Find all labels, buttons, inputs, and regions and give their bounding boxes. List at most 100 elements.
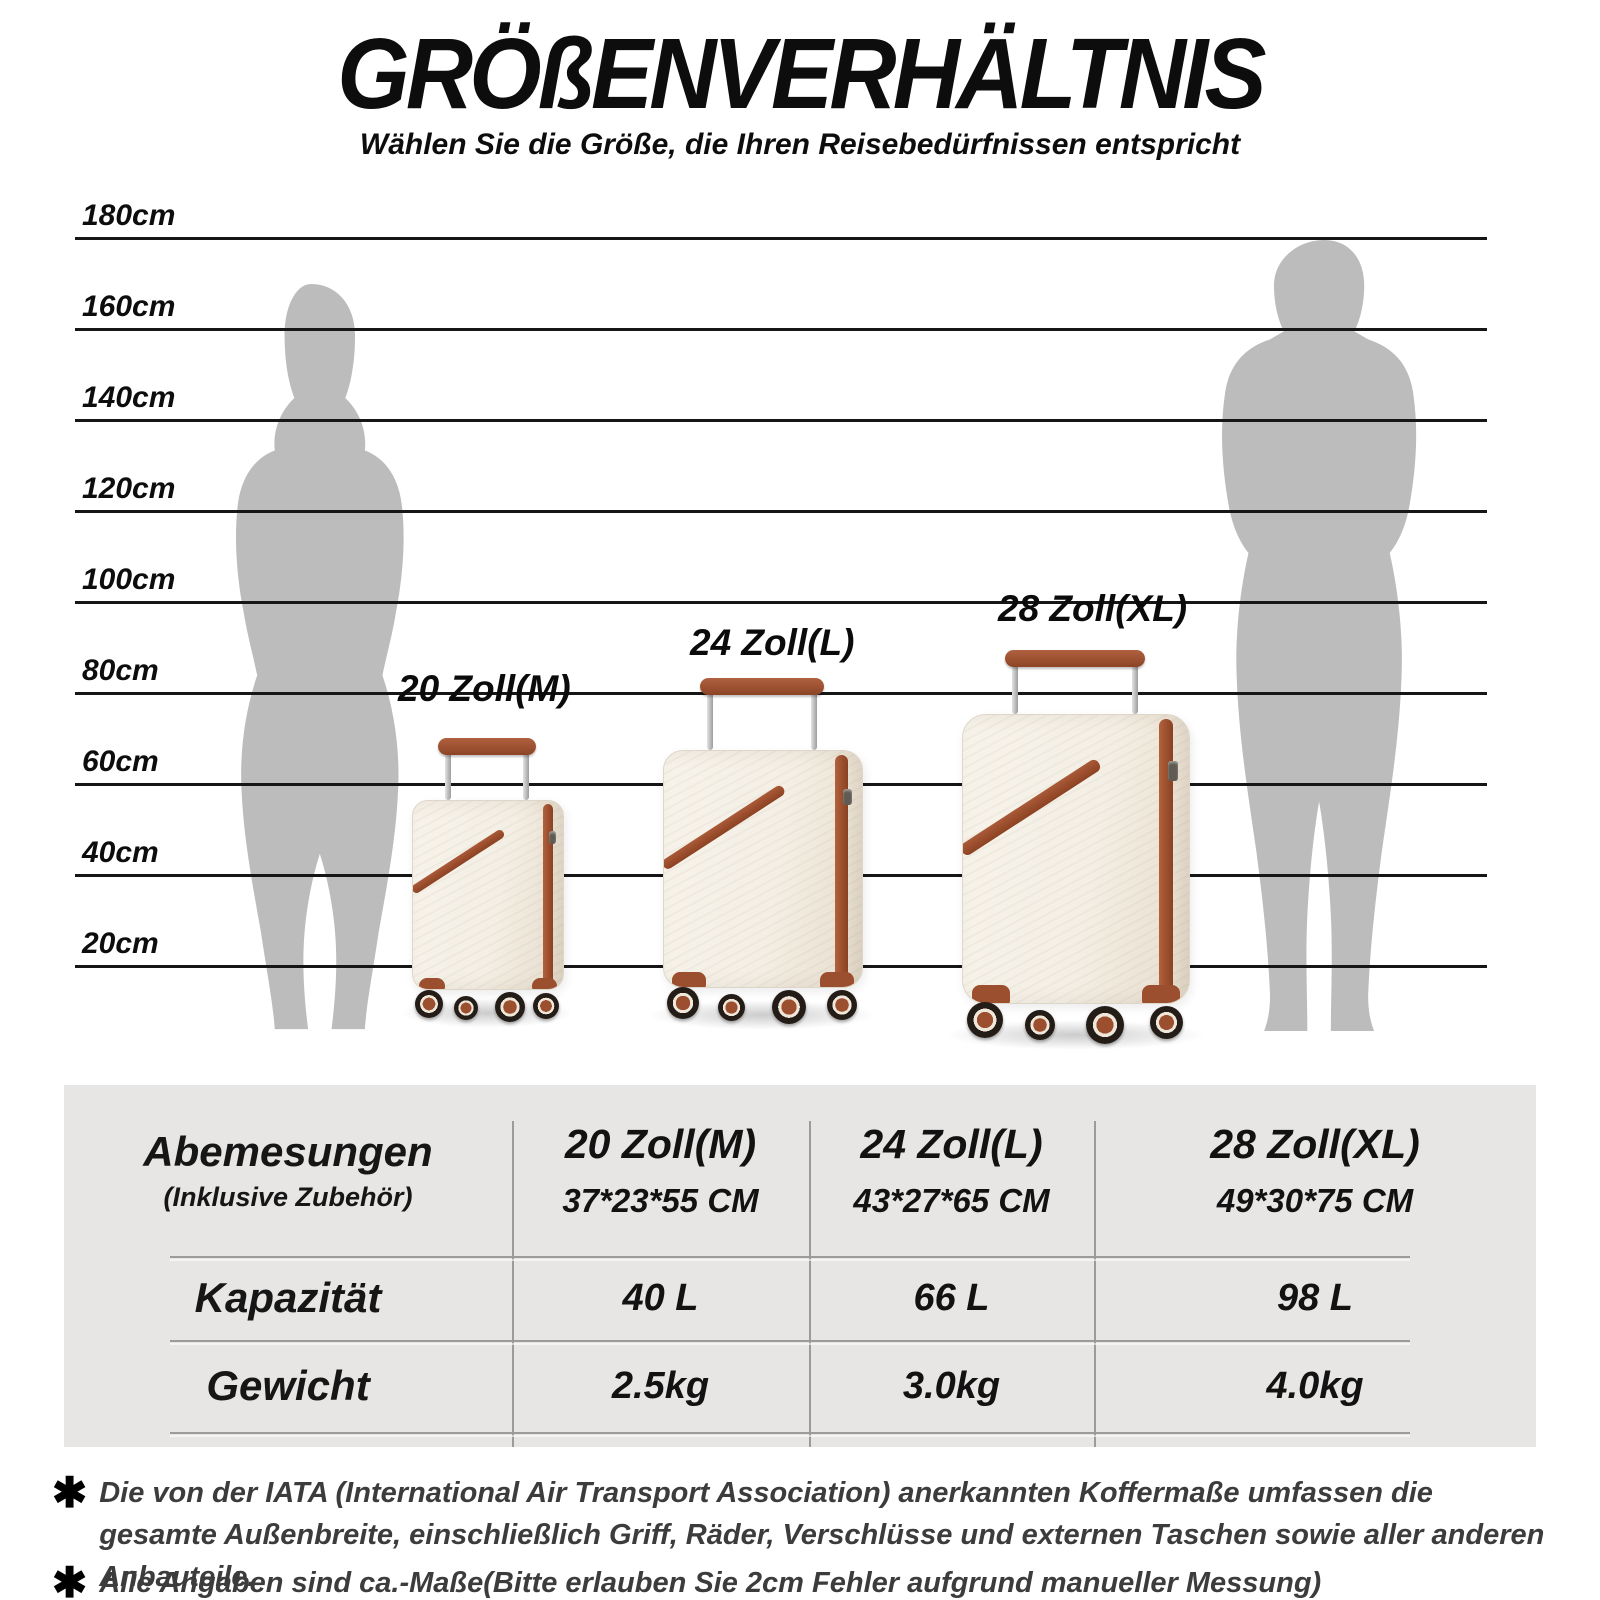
corner-guard: [531, 977, 557, 989]
spinner-wheel-icon: [454, 996, 478, 1020]
telescopic-handle: [438, 738, 536, 800]
spinner-wheel-icon: [666, 987, 699, 1019]
table-col-28-zoll: 28 Zoll(XL) 49*30*75 CM: [1094, 1085, 1536, 1256]
telescopic-handle: [1004, 650, 1146, 714]
spinner-wheel-icon: [415, 990, 443, 1018]
asterisk-icon: ✱: [52, 1469, 88, 1516]
table-column-divider: [512, 1121, 514, 1447]
row-header-label: Gewicht: [206, 1362, 370, 1409]
spinner-wheel-icon: [533, 993, 559, 1019]
ruler-label-180cm: 180cm: [82, 199, 176, 232]
capacity-28-zoll: 98 L: [1094, 1256, 1536, 1340]
label-20-zoll-m: 20 Zoll(M): [398, 668, 571, 709]
corner-guard: [1141, 984, 1180, 1003]
suitcase-body: [663, 750, 863, 988]
suitcase-body: [962, 714, 1190, 1004]
row-capacity-header: Kapazität: [64, 1256, 512, 1340]
corner-guard: [972, 984, 1011, 1003]
spec-table-grid: Abemesungen (Inklusive Zubehör) 20 Zoll(…: [64, 1085, 1536, 1447]
ruler-line-180cm: [75, 237, 1487, 240]
zipper-edge: [835, 754, 849, 984]
ruler-label-120cm: 120cm: [82, 472, 176, 505]
footnote-measurement: ✱ Alle Angaben sind ca.-Maße(Bitte erlau…: [52, 1562, 1552, 1600]
capacity-24-zoll: 66 L: [809, 1256, 1094, 1340]
footnote-text: Alle Angaben sind ca.-Maße(Bitte erlaube…: [99, 1567, 1322, 1599]
ruler-line-140cm: [75, 419, 1487, 422]
row-header-label: Abemesungen: [143, 1128, 433, 1175]
spinner-wheel-icon: [827, 990, 858, 1020]
row-header-sublabel: (Inklusive Zubehör): [163, 1182, 413, 1212]
weight-value: 2.5kg: [611, 1364, 710, 1407]
table-row-divider: [170, 1256, 1410, 1258]
label-28-zoll-xl: 28 Zoll(XL): [998, 588, 1188, 629]
zipper-edge: [542, 803, 553, 987]
ruler-label-100cm: 100cm: [82, 563, 176, 596]
col-size-label: 28 Zoll(XL): [1210, 1121, 1420, 1167]
weight-20-zoll: 2.5kg: [512, 1340, 809, 1432]
col-dimensions-value: 37*23*55 CM: [562, 1182, 759, 1219]
telescopic-handle: [699, 678, 825, 750]
table-column-divider: [1094, 1121, 1096, 1447]
zipper-edge: [1158, 719, 1174, 999]
capacity-20-zoll: 40 L: [512, 1256, 809, 1340]
footnote-text: Die von der IATA (International Air Tran…: [99, 1477, 1545, 1594]
ruler-label-80cm: 80cm: [82, 654, 159, 687]
capacity-value: 40 L: [622, 1276, 699, 1319]
ruler-label-140cm: 140cm: [82, 381, 176, 414]
handle-tube-icon: [523, 742, 529, 800]
row-weight-header: Gewicht: [64, 1340, 512, 1432]
weight-value: 4.0kg: [1266, 1364, 1364, 1407]
capacity-value: 98 L: [1276, 1276, 1354, 1319]
asterisk-icon: ✱: [52, 1559, 88, 1600]
spinner-wheel-icon: [718, 994, 746, 1021]
row-header-label: Kapazität: [194, 1274, 382, 1321]
ruler-label-160cm: 160cm: [82, 290, 176, 323]
suitcase-28-zoll-xl: [943, 650, 1207, 1050]
man-silhouette-svg: [1222, 240, 1417, 1032]
table-header-dimensions: Abemesungen (Inklusive Zubehör): [64, 1085, 512, 1256]
weight-24-zoll: 3.0kg: [809, 1340, 1094, 1432]
corner-guard: [419, 977, 445, 989]
woman-silhouette-svg: [236, 284, 404, 1030]
col-dimensions-value: 43*27*65 CM: [853, 1182, 1050, 1219]
label-24-zoll-l: 24 Zoll(L): [690, 622, 855, 663]
ruler-line-100cm: [75, 601, 1487, 604]
shell-texture: [664, 751, 862, 987]
weight-28-zoll: 4.0kg: [1094, 1340, 1536, 1432]
col-dimensions-value: 49*30*75 CM: [1216, 1182, 1414, 1219]
tsa-lock-icon: [1167, 761, 1178, 782]
suitcase-20-zoll-m: [400, 738, 574, 1028]
spinner-wheel-icon: [1086, 1006, 1125, 1044]
page-title: GRÖßENVERHÄLTNIS: [337, 18, 1266, 130]
corner-guard: [671, 972, 706, 987]
header: GRÖßENVERHÄLTNIS Wählen Sie die Größe, d…: [0, 22, 1600, 162]
table-col-20-zoll: 20 Zoll(M) 37*23*55 CM: [512, 1085, 809, 1256]
handle-tube-icon: [1011, 654, 1018, 714]
suitcase-body: [412, 800, 564, 990]
tsa-lock-icon: [548, 831, 556, 845]
handle-grip: [438, 738, 536, 755]
suitcase-24-zoll-l: [647, 678, 877, 1030]
spinner-wheel-icon: [1150, 1006, 1184, 1039]
col-size-label: 24 Zoll(L): [860, 1121, 1043, 1167]
corner-guard: [820, 972, 855, 987]
footnote-iata: ✱ Die von der IATA (International Air Tr…: [52, 1472, 1552, 1598]
table-col-24-zoll: 24 Zoll(L) 43*27*65 CM: [809, 1085, 1094, 1256]
spinner-wheel-icon: [494, 992, 525, 1022]
woman-silhouette: [218, 284, 404, 1037]
table-row-divider: [170, 1432, 1410, 1434]
handle-tube-icon: [445, 742, 451, 800]
shell-texture: [963, 715, 1189, 1003]
tsa-lock-icon: [843, 788, 853, 806]
col-size-label: 20 Zoll(M): [564, 1121, 757, 1167]
spinner-wheel-icon: [771, 990, 806, 1024]
spinner-wheel-icon: [1025, 1010, 1056, 1040]
spec-table: Abemesungen (Inklusive Zubehör) 20 Zoll(…: [64, 1085, 1536, 1447]
weight-value: 3.0kg: [902, 1364, 1001, 1407]
shell-texture: [413, 801, 563, 989]
handle-tube-icon: [1132, 654, 1139, 714]
ruler-line-160cm: [75, 328, 1487, 331]
handle-grip: [1004, 650, 1146, 667]
page-subtitle: Wählen Sie die Größe, die Ihren Reisebed…: [359, 128, 1241, 161]
